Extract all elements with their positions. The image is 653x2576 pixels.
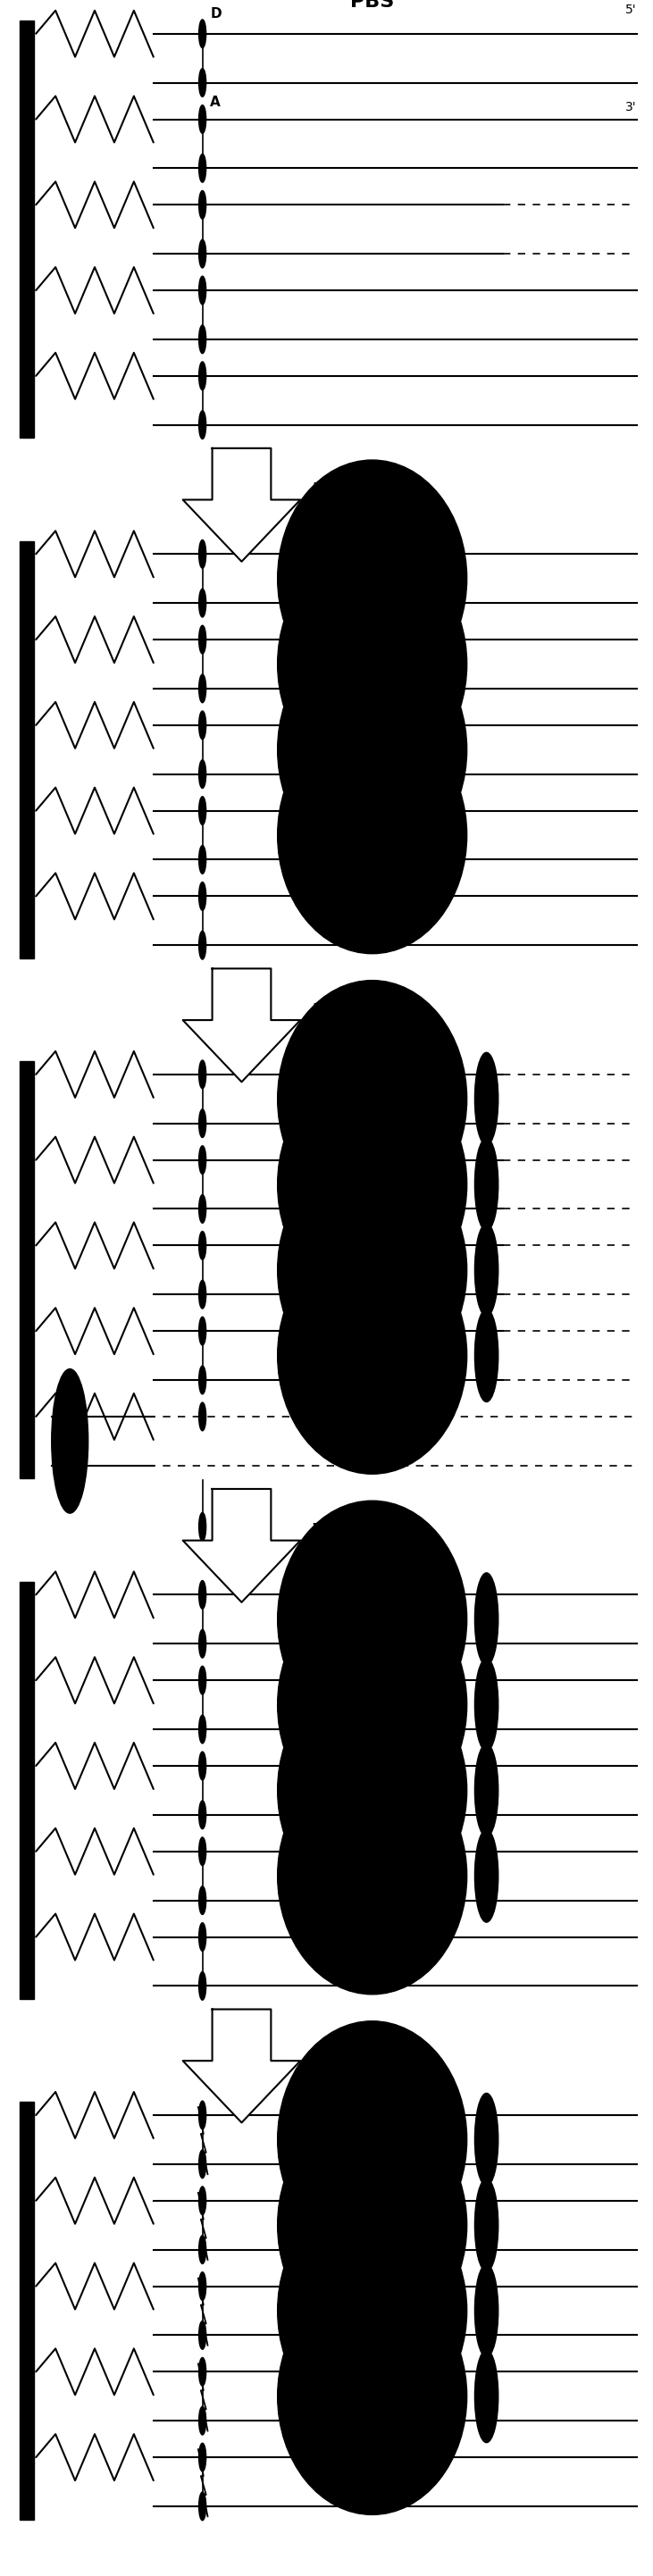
- Circle shape: [475, 1224, 498, 1316]
- Polygon shape: [183, 2009, 300, 2123]
- Ellipse shape: [278, 716, 467, 953]
- Circle shape: [199, 2102, 206, 2130]
- Ellipse shape: [278, 981, 467, 1218]
- Circle shape: [199, 1195, 206, 1224]
- Circle shape: [199, 1971, 206, 1999]
- Circle shape: [199, 1886, 206, 1914]
- Ellipse shape: [278, 2277, 467, 2514]
- Text: S: S: [312, 2043, 324, 2058]
- Circle shape: [199, 106, 206, 134]
- Text: A: A: [210, 95, 221, 108]
- Circle shape: [199, 1280, 206, 1309]
- Bar: [20, 2102, 34, 2519]
- Ellipse shape: [278, 631, 467, 868]
- Circle shape: [475, 1829, 498, 1922]
- Ellipse shape: [278, 461, 467, 698]
- Circle shape: [199, 1667, 206, 1695]
- Circle shape: [199, 155, 206, 183]
- Circle shape: [199, 191, 206, 219]
- Bar: [20, 21, 34, 438]
- Circle shape: [199, 1316, 206, 1345]
- Circle shape: [199, 2357, 206, 2385]
- Circle shape: [199, 2272, 206, 2300]
- Circle shape: [199, 2321, 206, 2349]
- Polygon shape: [183, 969, 300, 1082]
- Circle shape: [199, 711, 206, 739]
- Circle shape: [199, 1837, 206, 1865]
- Circle shape: [475, 1139, 498, 1231]
- Ellipse shape: [278, 1066, 467, 1303]
- Circle shape: [475, 2349, 498, 2442]
- Ellipse shape: [278, 1672, 467, 1909]
- Circle shape: [199, 1582, 206, 1610]
- Circle shape: [199, 1512, 206, 1540]
- Circle shape: [475, 1574, 498, 1667]
- Bar: [20, 1061, 34, 1479]
- Ellipse shape: [278, 1587, 467, 1824]
- Text: D: D: [210, 8, 221, 21]
- Circle shape: [199, 760, 206, 788]
- Ellipse shape: [278, 2192, 467, 2429]
- Circle shape: [199, 590, 206, 618]
- Text: 5': 5': [626, 3, 637, 15]
- Circle shape: [475, 1659, 498, 1752]
- Circle shape: [199, 845, 206, 873]
- Circle shape: [199, 796, 206, 824]
- Text: ED: ED: [312, 1002, 336, 1018]
- Circle shape: [475, 2179, 498, 2272]
- Ellipse shape: [278, 1151, 467, 1388]
- Circle shape: [199, 1401, 206, 1430]
- Circle shape: [199, 2442, 206, 2470]
- Circle shape: [199, 1146, 206, 1175]
- Circle shape: [199, 930, 206, 958]
- Circle shape: [199, 361, 206, 389]
- Circle shape: [199, 1231, 206, 1260]
- Circle shape: [52, 1368, 88, 1512]
- Circle shape: [199, 881, 206, 909]
- Ellipse shape: [278, 2022, 467, 2259]
- Circle shape: [199, 325, 206, 353]
- Circle shape: [199, 1922, 206, 1950]
- Ellipse shape: [278, 546, 467, 783]
- Circle shape: [199, 276, 206, 304]
- Circle shape: [199, 1110, 206, 1139]
- Text: PB: PB: [312, 482, 336, 497]
- Text: PBS: PBS: [350, 0, 394, 10]
- Circle shape: [475, 2264, 498, 2357]
- Circle shape: [199, 21, 206, 49]
- Circle shape: [199, 1801, 206, 1829]
- Circle shape: [199, 410, 206, 438]
- Circle shape: [199, 2187, 206, 2215]
- Text: 3': 3': [626, 100, 637, 113]
- Ellipse shape: [278, 1757, 467, 1994]
- Circle shape: [475, 1744, 498, 1837]
- Circle shape: [199, 1716, 206, 1744]
- Circle shape: [475, 2094, 498, 2187]
- Circle shape: [199, 1631, 206, 1659]
- Circle shape: [199, 70, 206, 98]
- Ellipse shape: [278, 1502, 467, 1739]
- Polygon shape: [183, 448, 300, 562]
- Ellipse shape: [278, 2107, 467, 2344]
- Bar: [20, 541, 34, 958]
- Circle shape: [199, 1752, 206, 1780]
- Bar: [20, 1582, 34, 1999]
- Circle shape: [199, 240, 206, 268]
- Circle shape: [199, 2236, 206, 2264]
- Circle shape: [199, 541, 206, 569]
- Circle shape: [475, 1054, 498, 1146]
- Circle shape: [199, 2406, 206, 2434]
- Circle shape: [475, 1309, 498, 1401]
- Polygon shape: [183, 1489, 300, 1602]
- Text: W: W: [312, 1522, 330, 1538]
- Circle shape: [199, 1365, 206, 1394]
- Ellipse shape: [278, 1236, 467, 1473]
- Circle shape: [199, 2151, 206, 2179]
- Circle shape: [199, 675, 206, 703]
- Circle shape: [199, 1061, 206, 1090]
- Circle shape: [199, 2491, 206, 2519]
- Circle shape: [199, 626, 206, 654]
